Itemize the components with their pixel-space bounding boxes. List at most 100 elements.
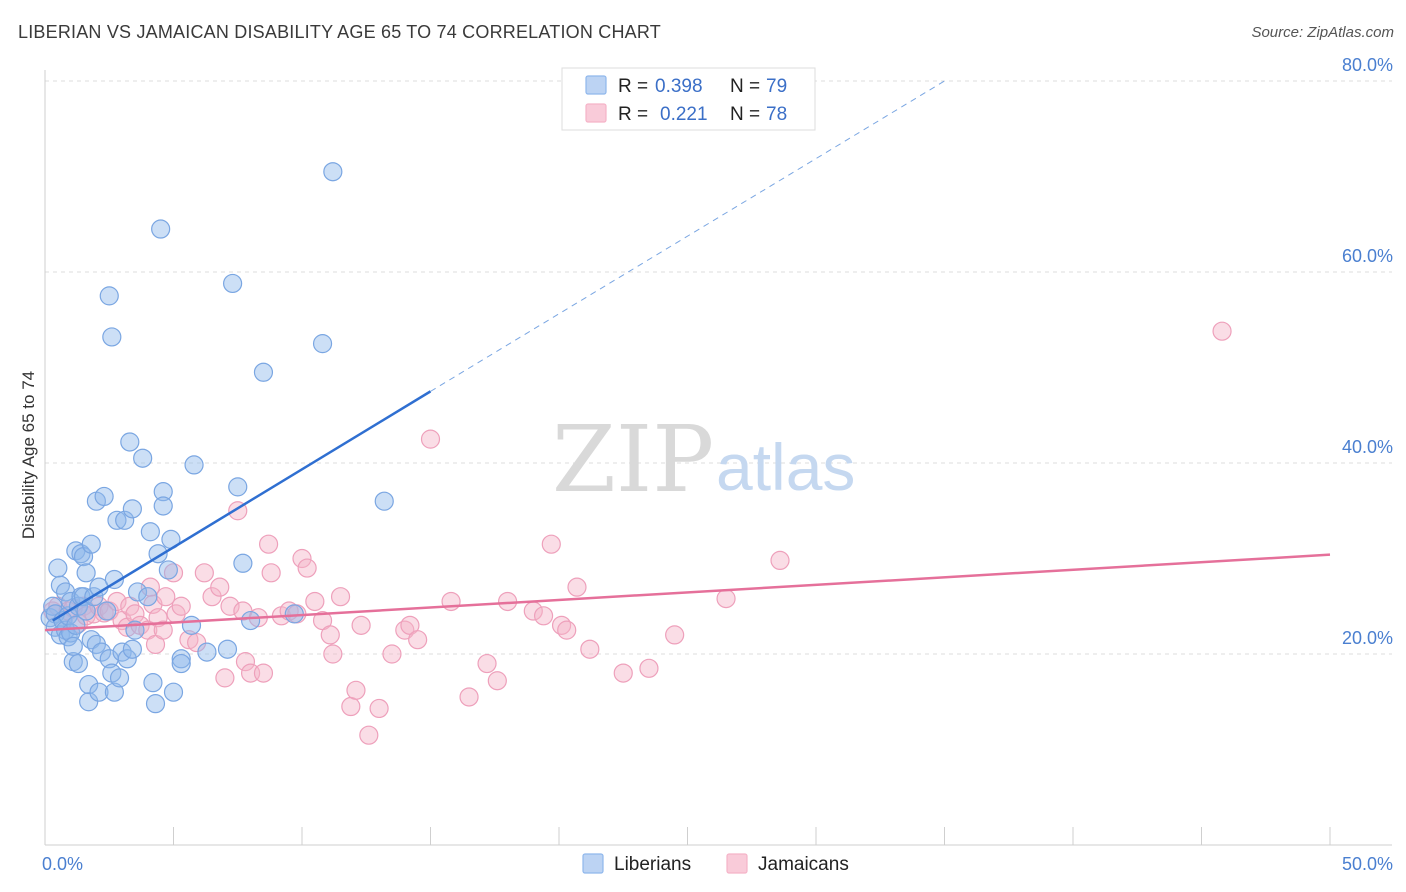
jamaicans-point bbox=[382, 644, 402, 664]
jamaicans-point bbox=[341, 696, 361, 717]
liberians-point bbox=[79, 674, 99, 695]
jamaicans-point bbox=[346, 680, 366, 700]
liberians-point bbox=[97, 601, 117, 621]
liberians-point bbox=[323, 162, 343, 182]
liberians-point bbox=[133, 448, 153, 468]
liberians-point bbox=[181, 615, 202, 635]
jamaicans-point bbox=[541, 534, 561, 554]
x-tick-label-max: 50.0% bbox=[1342, 854, 1393, 874]
jamaicans-point bbox=[420, 429, 441, 449]
liberians-point bbox=[228, 477, 248, 497]
liberians-point bbox=[104, 569, 124, 590]
x-tick-label-min: 0.0% bbox=[42, 854, 83, 874]
liberians-point bbox=[79, 692, 99, 712]
jamaicans-point bbox=[770, 550, 790, 571]
liberians-point bbox=[153, 482, 173, 502]
jamaicans-point bbox=[210, 577, 230, 597]
liberians-point bbox=[122, 499, 142, 519]
jamaicans-point bbox=[323, 644, 343, 664]
bottom-legend-jamaicans: Jamaicans bbox=[758, 854, 849, 875]
y-tick-label-20: 20.0% bbox=[1342, 628, 1393, 648]
liberians-trend-line bbox=[52, 390, 432, 622]
liberians-point bbox=[127, 582, 148, 602]
liberians-point bbox=[374, 491, 394, 511]
jamaicans-point bbox=[194, 563, 214, 583]
liberians-point bbox=[117, 649, 137, 669]
jamaicans-point bbox=[163, 563, 184, 583]
jamaicans-point bbox=[487, 671, 507, 691]
liberians-point bbox=[122, 639, 142, 659]
liberians-point bbox=[151, 219, 171, 239]
liberians-point bbox=[71, 544, 91, 564]
watermark-atlas: atlas bbox=[716, 430, 855, 504]
source-note: Source: ZipAtlas.com bbox=[1251, 24, 1394, 41]
jamaicans-point bbox=[253, 663, 274, 683]
bottom-legend-swatch-liberians bbox=[582, 853, 604, 874]
jamaicans-point bbox=[320, 625, 340, 645]
liberians-point bbox=[153, 496, 173, 516]
axes bbox=[44, 70, 1392, 846]
legend-n-label-1: N = bbox=[730, 76, 760, 97]
liberians-point bbox=[140, 522, 160, 542]
bottom-legend-liberians: Liberians bbox=[614, 854, 691, 875]
gridlines bbox=[45, 80, 1392, 655]
jamaicans-point bbox=[187, 632, 207, 653]
liberians-point bbox=[48, 558, 68, 578]
jamaicans-point bbox=[235, 652, 256, 672]
liberians-point bbox=[158, 560, 178, 580]
liberians-point bbox=[91, 642, 112, 662]
liberians-point bbox=[43, 596, 63, 616]
jamaicans-point bbox=[156, 587, 176, 607]
liberians-point bbox=[89, 682, 109, 702]
liberians-point bbox=[223, 273, 243, 294]
y-tick-label-80: 80.0% bbox=[1342, 55, 1393, 75]
liberians-point bbox=[99, 286, 119, 306]
y-tick-label-60: 60.0% bbox=[1342, 246, 1393, 266]
bottom-legend-swatch-jamaicans bbox=[726, 853, 748, 874]
jamaicans-point bbox=[665, 625, 685, 645]
y-tick-labels: 20.0% 40.0% 60.0% 80.0% bbox=[1342, 55, 1393, 648]
jamaicans-point bbox=[179, 630, 199, 650]
liberians-point bbox=[66, 615, 86, 635]
legend-top: R = 0.398 N = 79 R = 0.221 N = 78 bbox=[561, 67, 816, 131]
jamaicans-point bbox=[305, 591, 325, 612]
jamaicans-point bbox=[220, 596, 240, 616]
liberians-point bbox=[217, 639, 238, 659]
jamaicans-point bbox=[153, 620, 173, 640]
legend-n-value-1: 79 bbox=[766, 76, 787, 97]
trend-lines bbox=[44, 80, 1331, 632]
liberians-point bbox=[233, 553, 253, 573]
jamaicans-point bbox=[408, 630, 428, 650]
liberians-point bbox=[81, 534, 101, 554]
liberians-point bbox=[120, 432, 140, 452]
liberians-point bbox=[63, 636, 83, 656]
jamaicans-point bbox=[580, 639, 600, 659]
jamaicans-point bbox=[297, 558, 317, 578]
liberians-points bbox=[40, 162, 394, 714]
liberians-point bbox=[102, 327, 122, 347]
legend-r-label-1: R = bbox=[618, 76, 648, 97]
liberians-point bbox=[115, 510, 135, 530]
liberians-point bbox=[145, 694, 166, 714]
liberians-point bbox=[163, 682, 184, 702]
legend-r-value-1: 0.398 bbox=[655, 76, 703, 97]
liberians-point bbox=[109, 668, 130, 688]
watermark: ZIP atlas bbox=[552, 406, 855, 513]
legend-n-label-2: N = bbox=[730, 104, 760, 125]
liberians-point bbox=[138, 587, 158, 607]
legend-r-value-2: 0.221 bbox=[660, 104, 708, 125]
jamaicans-point bbox=[533, 606, 554, 626]
jamaicans-point bbox=[557, 620, 577, 640]
liberians-point bbox=[94, 486, 114, 507]
legend-bottom: Liberians Jamaicans bbox=[582, 853, 849, 875]
liberians-point bbox=[55, 582, 76, 602]
jamaicans-point bbox=[567, 577, 587, 597]
jamaicans-point bbox=[359, 725, 379, 745]
jamaicans-point bbox=[258, 534, 279, 554]
chart-title: LIBERIAN VS JAMAICAN DISABILITY AGE 65 T… bbox=[18, 22, 661, 42]
jamaicans-point bbox=[477, 653, 497, 674]
liberians-point bbox=[104, 682, 124, 702]
legend-r-label-2: R = bbox=[618, 104, 648, 125]
legend-n-value-2: 78 bbox=[766, 104, 787, 125]
